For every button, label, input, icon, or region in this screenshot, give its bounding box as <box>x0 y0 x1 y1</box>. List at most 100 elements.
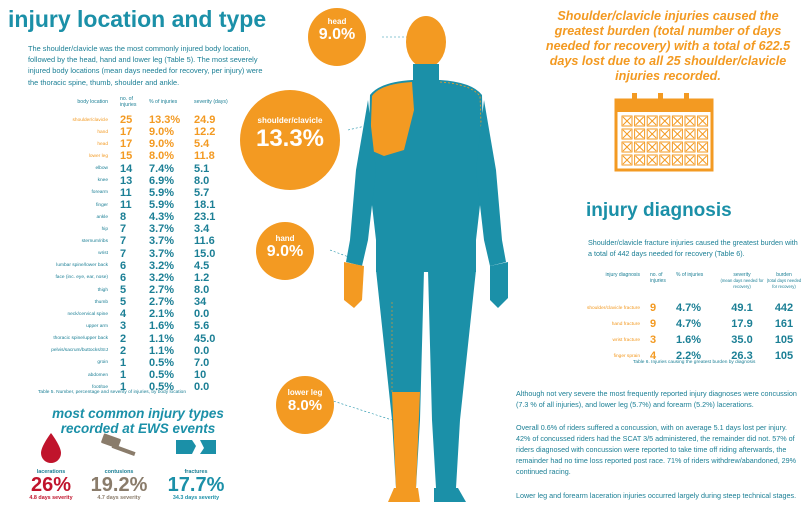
calendar-day-box <box>659 128 671 140</box>
cell-pct: 1.1% <box>149 332 175 345</box>
injury-types-title: most common injury types recorded at EWS… <box>52 406 224 436</box>
hammer-icon <box>101 433 136 456</box>
calendar-cross-mark <box>660 155 670 165</box>
calendar-day-box <box>646 115 658 127</box>
hand-callout: hand 9.0% <box>256 222 314 280</box>
table-row: wrist 7 3.7% 15.0 <box>30 248 234 260</box>
type-contusions: contusions 19.2% 4.7 days severity <box>84 432 154 501</box>
calendar-cross-mark <box>622 116 632 126</box>
cell-sev: 0.0 <box>194 308 210 321</box>
calendar-day-box <box>684 115 696 127</box>
cell-sev: 7.0 <box>194 356 210 369</box>
cell-name: lumbar spine/lower back <box>56 263 108 269</box>
calendar-day-box <box>697 128 709 140</box>
cell-n: 8 <box>120 211 127 224</box>
calendar-cross-mark <box>698 116 707 126</box>
type-percent: 19.2% <box>90 474 148 496</box>
calendar-cross-mark <box>647 142 657 152</box>
cell-n: 6 <box>120 259 127 272</box>
cell-n: 17 <box>120 126 133 139</box>
calendar-day-box <box>634 115 646 127</box>
cell-name: upper arm <box>86 323 108 329</box>
cell-n: 6 <box>120 271 127 284</box>
calendar-day-box <box>646 141 658 153</box>
cell-sev: 35.0 <box>731 334 753 346</box>
calendar-cross-mark <box>622 129 632 139</box>
calendar-day-box <box>621 141 633 153</box>
table-row: forearm 11 5.9% 5.7 <box>30 187 234 199</box>
cell-sev: 11.8 <box>194 150 215 163</box>
calendar-cross-mark <box>685 116 695 126</box>
calendar-cross-mark <box>635 116 644 126</box>
col-pct-injuries: % of injuries <box>676 272 704 278</box>
calendar-day-box <box>684 141 696 153</box>
cell-n: 11 <box>120 186 132 199</box>
col-body-location: body location <box>77 99 108 105</box>
cell-sev: 24.9 <box>194 114 216 127</box>
location-table-caption: Table 5. Number, percentage and severity… <box>38 390 186 395</box>
cell-burden: 442 <box>774 302 794 314</box>
cell-pct: 6.9% <box>149 174 175 187</box>
cell-n: 9 <box>650 318 657 330</box>
cell-sev: 49.1 <box>731 302 753 314</box>
cell-pct: 5.9% <box>149 186 175 199</box>
cell-pct: 4.7% <box>676 302 702 314</box>
calendar-day-box <box>646 128 658 140</box>
cell-n: 9 <box>650 302 657 314</box>
type-severity: 4.8 days severity <box>29 495 73 501</box>
col-burden: burden (total days needed for recovery) <box>766 272 802 289</box>
cell-pct: 9.0% <box>149 126 175 139</box>
page-title: injury location and type <box>8 6 267 32</box>
table-row: sternum/ribs 7 3.7% 11.6 <box>30 235 234 247</box>
table-row: upper arm 3 1.6% 5.6 <box>30 320 234 332</box>
cell-name: wrist <box>98 251 108 257</box>
cell-name: sternum/ribs <box>81 238 108 244</box>
type-severity: 34.3 days severity <box>172 495 220 501</box>
calendar-cross-mark <box>635 155 644 165</box>
cell-pct: 4.7% <box>676 318 702 330</box>
cell-name: ankle <box>96 214 108 220</box>
cell-pct: 3.7% <box>149 247 175 260</box>
calendar-day-box <box>697 141 709 153</box>
cell-pct: 3.7% <box>149 235 175 248</box>
cell-n: 7 <box>120 247 127 260</box>
cell-name: shoulder/clavicle fracture <box>586 305 640 311</box>
table-row: hand 17 9.0% 12.2 <box>30 126 234 138</box>
table-row: groin 1 0.5% 7.0 <box>30 357 234 369</box>
cell-sev: 8.0 <box>194 284 210 297</box>
calendar-cross-mark <box>698 155 707 165</box>
cell-name: hip <box>101 226 108 232</box>
cell-name: finger <box>96 202 108 208</box>
cell-pct: 8.0% <box>149 150 175 163</box>
calendar-day-box <box>621 128 633 140</box>
type-fractures: fractures 17.7% 34.3 days severity <box>158 432 234 501</box>
cell-sev: 23.1 <box>194 211 216 224</box>
cell-sev: 5.6 <box>194 320 210 333</box>
calendar-day-box <box>684 128 696 140</box>
col-severity: severity (days) <box>194 99 228 105</box>
cell-n: 1 <box>120 369 127 382</box>
cell-name: thoracic spine/upper back <box>53 336 108 342</box>
lower-leg-callout: lower leg 8.0% <box>276 376 334 434</box>
cell-sev: 18.1 <box>194 199 216 212</box>
cell-n: 11 <box>120 199 132 212</box>
calendar-day-box <box>697 154 709 166</box>
table-row: elbow 14 7.4% 5.1 <box>30 163 234 175</box>
cell-n: 7 <box>120 235 127 248</box>
cell-name: foot/toe <box>91 384 108 390</box>
shoulder-callout: shoulder/clavicle 13.3% <box>240 90 340 190</box>
body-figure <box>329 16 508 502</box>
col-pct-injuries: % of injuries <box>149 99 178 105</box>
cell-n: 14 <box>120 162 133 175</box>
calendar-cross-mark <box>673 142 682 152</box>
cell-pct: 1.6% <box>149 320 175 333</box>
table-row: face (inc. eye, ear, nose) 6 3.2% 1.2 <box>30 272 234 284</box>
cell-sev: 26.3 <box>731 350 753 362</box>
cell-n: 13 <box>120 174 133 187</box>
cell-pct: 5.9% <box>149 199 175 212</box>
cell-sev: 0.0 <box>194 381 210 394</box>
diagnosis-intro: Shoulder/clavicle fracture injuries caus… <box>588 238 798 258</box>
table-row: shoulder/clavicle 25 13.3% 24.9 <box>30 114 234 126</box>
calendar-cross-mark <box>647 116 657 126</box>
cell-pct: 0.5% <box>149 369 175 382</box>
